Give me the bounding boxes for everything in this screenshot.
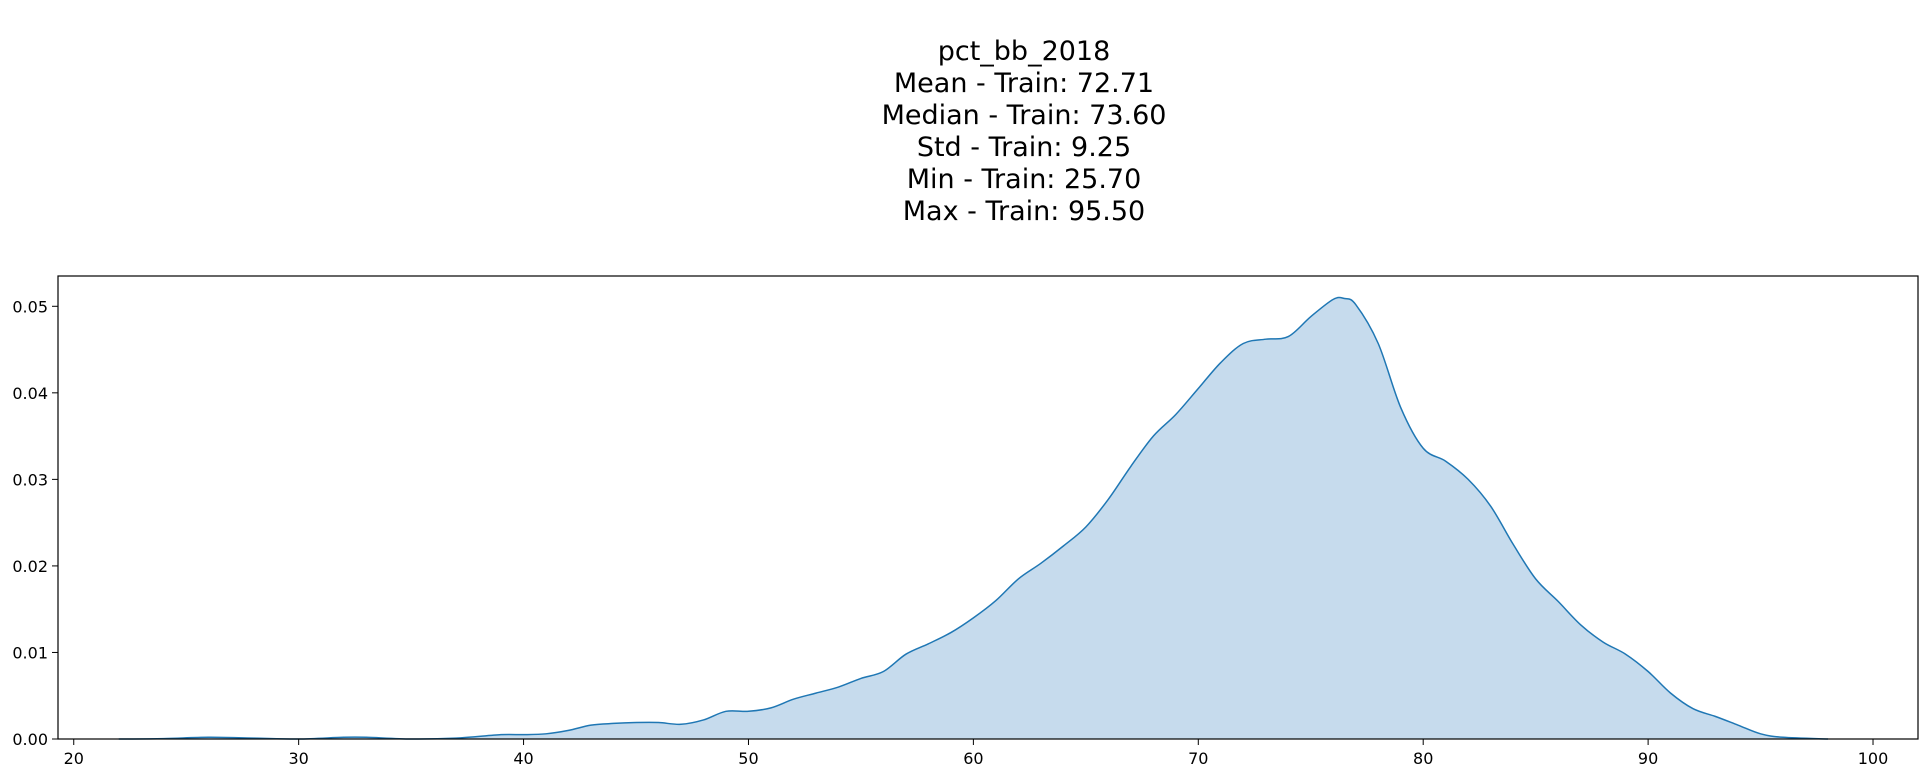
title-min: Min - Train: 25.70 (906, 164, 1142, 195)
x-tick-label: 80 (1413, 749, 1433, 768)
x-tick-label: 30 (288, 749, 308, 768)
y-tick-label: 0.05 (12, 297, 48, 316)
title-std: Std - Train: 9.25 (916, 132, 1132, 163)
x-tick-label: 70 (1188, 749, 1208, 768)
title-max: Max - Train: 95.50 (902, 196, 1146, 227)
axes-frame (57, 275, 1919, 740)
y-tick-label: 0.01 (12, 643, 48, 662)
density-line (118, 296, 1829, 740)
y-axis: 0.00 0.01 0.02 0.03 0.04 0.05 (12, 297, 58, 749)
plot-area (118, 296, 1829, 740)
x-tick-label: 90 (1638, 749, 1658, 768)
density-fill (118, 297, 1829, 740)
chart-title: pct_bb_2018 Mean - Train: 72.71 Median -… (0, 36, 1928, 228)
x-axis: 20 30 40 50 60 70 80 90 100 (64, 739, 1889, 768)
y-tick-label: 0.03 (12, 470, 48, 489)
y-tick-label: 0.00 (12, 730, 48, 749)
x-tick-label: 20 (64, 749, 84, 768)
title-variable-name: pct_bb_2018 (937, 36, 1111, 67)
title-mean: Mean - Train: 72.71 (893, 68, 1155, 99)
x-tick-label: 50 (738, 749, 758, 768)
y-tick-label: 0.04 (12, 384, 48, 403)
x-tick-label: 60 (963, 749, 983, 768)
title-median: Median - Train: 73.60 (881, 100, 1167, 131)
x-tick-label: 100 (1858, 749, 1889, 768)
y-tick-label: 0.02 (12, 557, 48, 576)
x-tick-label: 40 (513, 749, 533, 768)
